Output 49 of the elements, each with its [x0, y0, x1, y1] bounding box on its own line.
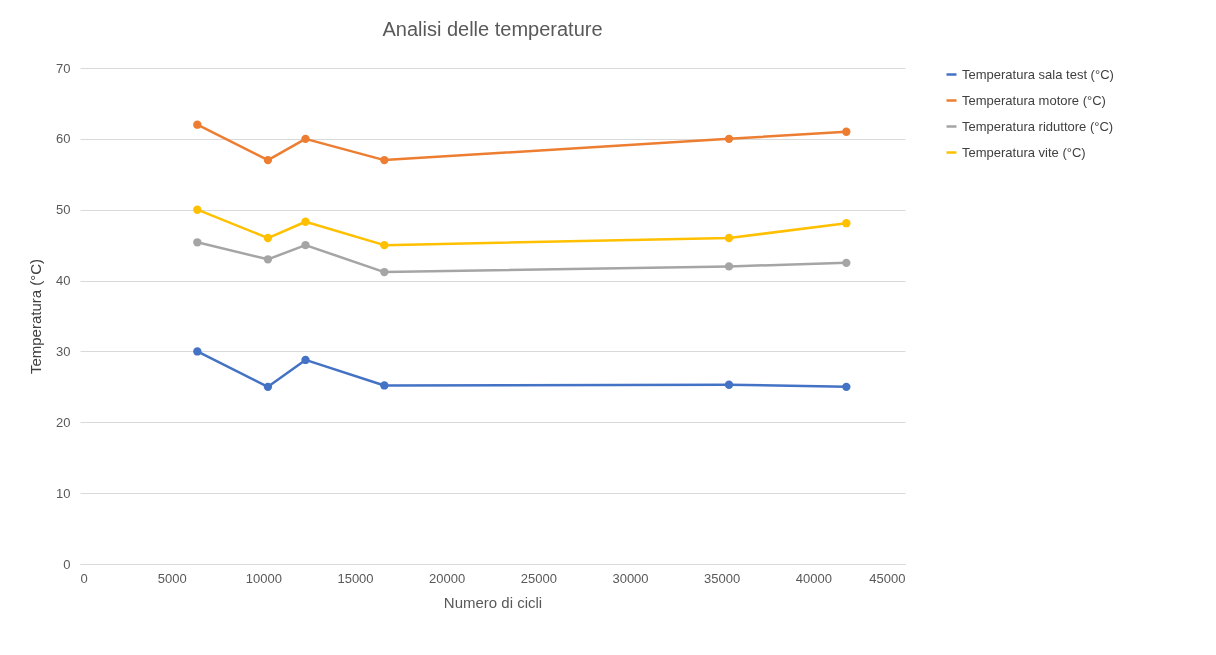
chart-title: Analisi delle temperature	[382, 18, 603, 40]
legend-label: Temperatura vite (°C)	[962, 144, 1086, 160]
x-tick-label: 5000	[157, 570, 187, 586]
point	[724, 233, 734, 243]
point	[380, 240, 389, 250]
y-axis-title: Temperatura (°C)	[27, 258, 45, 375]
y-tick-label: 70	[56, 60, 71, 76]
point	[263, 255, 273, 264]
y-tick-label: 20	[56, 414, 71, 430]
point	[842, 382, 851, 392]
x-tick-label: 25000	[520, 570, 557, 586]
point	[842, 127, 851, 136]
point	[301, 134, 310, 144]
y-tick-label: 50	[56, 202, 71, 218]
x-tick-label: 35000	[704, 570, 741, 586]
point	[301, 355, 310, 365]
point	[724, 262, 734, 271]
point	[724, 134, 734, 144]
point	[842, 258, 851, 268]
point	[263, 233, 273, 243]
point	[263, 382, 273, 392]
legend-label: Temperatura motore (°C)	[962, 92, 1106, 108]
point	[193, 347, 202, 356]
point	[263, 155, 273, 165]
x-tick-label: 15000	[337, 570, 374, 586]
point	[193, 205, 202, 214]
point	[193, 238, 202, 247]
y-tick-label: 40	[56, 273, 71, 289]
point	[301, 217, 310, 226]
point	[380, 155, 389, 165]
x-tick-label: 10000	[245, 570, 282, 586]
y-tick-label: 10	[56, 485, 71, 501]
x-axis-title: Numero di cicli	[443, 593, 543, 611]
legend-label: Temperatura riduttore (°C)	[962, 118, 1114, 134]
legend-label: Temperatura sala test (°C)	[962, 66, 1114, 82]
point	[380, 267, 389, 277]
point	[724, 380, 734, 389]
x-tick-label: 45000	[869, 570, 906, 586]
x-tick-label: 20000	[429, 570, 466, 586]
point	[301, 240, 310, 250]
x-tick-label: 40000	[795, 570, 832, 586]
y-tick-label: 0	[63, 556, 71, 572]
y-tick-label: 60	[56, 131, 71, 147]
point	[380, 381, 389, 390]
point	[193, 120, 202, 129]
x-tick-label: 0	[80, 570, 88, 586]
point	[842, 219, 851, 228]
x-tick-label: 30000	[612, 570, 649, 586]
y-tick-label: 30	[56, 343, 71, 359]
